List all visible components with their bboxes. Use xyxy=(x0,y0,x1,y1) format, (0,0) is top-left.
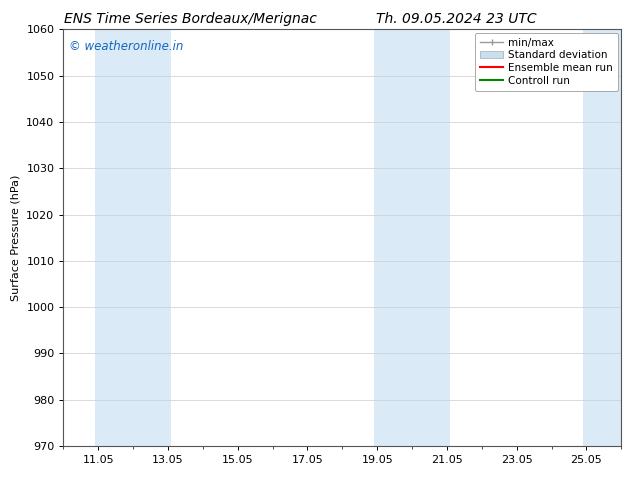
Text: Th. 09.05.2024 23 UTC: Th. 09.05.2024 23 UTC xyxy=(376,12,537,26)
Y-axis label: Surface Pressure (hPa): Surface Pressure (hPa) xyxy=(11,174,21,301)
Text: © weatheronline.in: © weatheronline.in xyxy=(69,40,183,53)
Text: ENS Time Series Bordeaux/Merignac: ENS Time Series Bordeaux/Merignac xyxy=(64,12,316,26)
Bar xyxy=(373,29,450,446)
Bar xyxy=(95,29,171,446)
Legend: min/max, Standard deviation, Ensemble mean run, Controll run: min/max, Standard deviation, Ensemble me… xyxy=(475,32,618,91)
Bar xyxy=(583,29,621,446)
